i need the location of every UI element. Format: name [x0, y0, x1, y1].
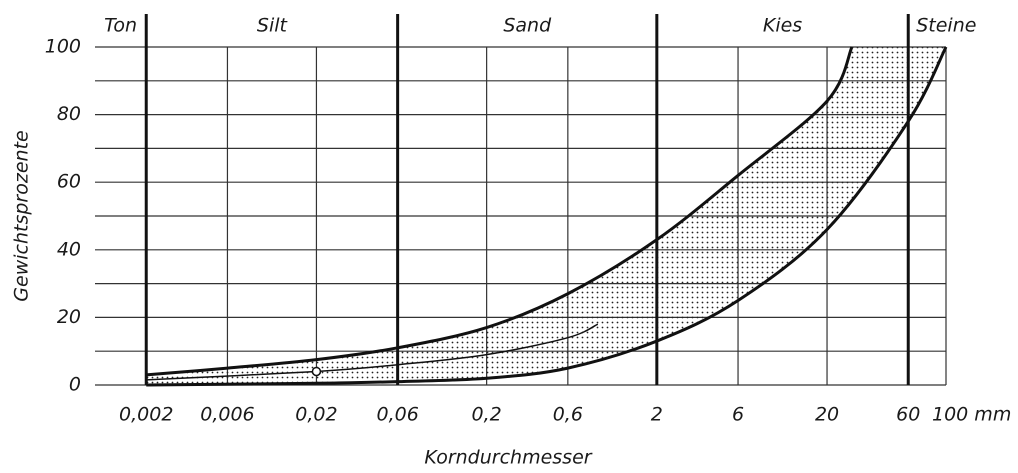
- marker: [311, 366, 322, 377]
- x-tick-label: 6: [732, 404, 744, 426]
- curve: [146, 323, 599, 381]
- x-axis-label: Korndurchmesser: [424, 447, 592, 469]
- y-tick-label: 80: [57, 103, 81, 125]
- x-tick-label: 100 mm: [932, 404, 1011, 426]
- curve: [146, 46, 854, 377]
- y-tick-label: 20: [57, 306, 81, 328]
- x-tick-label: 0,02: [295, 404, 337, 426]
- zone-label: Kies: [763, 15, 802, 37]
- zone-label: Sand: [503, 15, 552, 37]
- y-tick-label: 100: [45, 36, 81, 58]
- y-tick-label: 40: [57, 238, 81, 260]
- zone-label: Silt: [257, 15, 289, 37]
- band-fill: [146, 47, 947, 385]
- y-axis-label: Gewichtsprozente: [11, 130, 33, 301]
- x-tick-label: 60: [896, 404, 920, 426]
- x-tick-label: 0,002: [119, 404, 173, 426]
- x-tick-label: 20: [815, 404, 839, 426]
- zone-label: Ton: [104, 15, 137, 37]
- curve: [146, 46, 948, 387]
- x-tick-label: 0,6: [553, 404, 583, 426]
- x-tick-label: 0,06: [376, 404, 418, 426]
- y-tick-label: 0: [69, 374, 81, 396]
- x-tick-label: 0,2: [472, 404, 502, 426]
- y-tick-label: 60: [57, 171, 81, 193]
- zone-label: Steine: [916, 15, 976, 37]
- x-tick-label: 0,006: [200, 404, 254, 426]
- x-tick-label: 2: [651, 404, 663, 426]
